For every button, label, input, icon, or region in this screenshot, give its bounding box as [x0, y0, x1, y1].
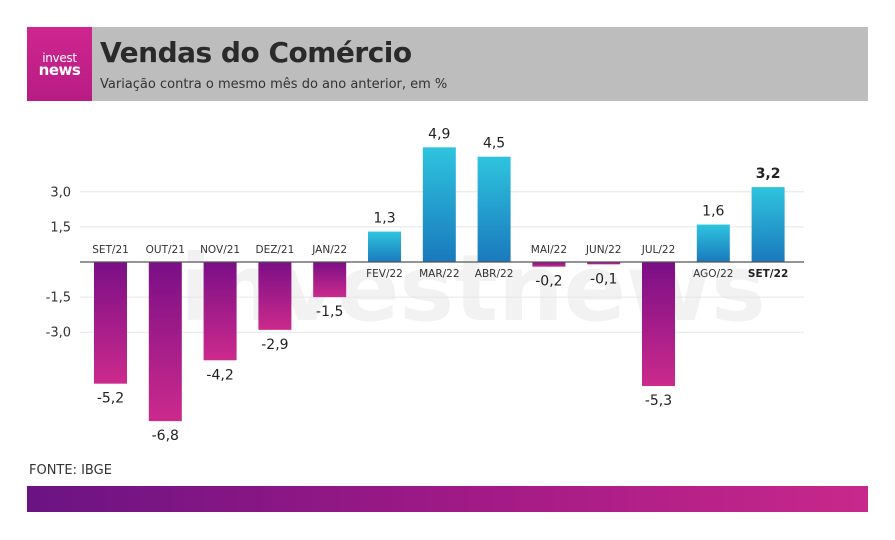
- category-label: SET/22: [748, 268, 788, 280]
- bar-jan-22: [313, 262, 347, 298]
- bar-mar-22: [422, 147, 456, 262]
- y-tick-label: -3,0: [46, 326, 71, 341]
- y-tick-label: -1,5: [46, 291, 71, 306]
- footer-bar: [27, 486, 868, 512]
- bar-abr-22: [477, 156, 511, 262]
- bar-set-22: [751, 187, 785, 262]
- category-label: JUN/22: [585, 244, 622, 256]
- data-label: -0,2: [535, 274, 562, 290]
- data-label: 1,3: [373, 211, 395, 227]
- data-label: -5,3: [645, 393, 672, 409]
- data-label: 1,6: [702, 204, 724, 220]
- data-label: -6,8: [152, 428, 179, 444]
- header: invest news Vendas do Comércio Variação …: [27, 27, 868, 101]
- category-label: MAR/22: [419, 268, 459, 280]
- bar-jul-22: [642, 262, 675, 387]
- category-label: OUT/21: [146, 244, 185, 256]
- y-tick-label: 3,0: [50, 185, 71, 200]
- bar-jun-22: [587, 262, 621, 265]
- data-label: -5,2: [97, 391, 124, 407]
- bar-set-21: [94, 262, 127, 384]
- data-label: -1,5: [316, 304, 343, 320]
- category-label: JAN/22: [311, 244, 347, 256]
- category-label: ABR/22: [475, 268, 514, 280]
- y-tick-label: 1,5: [50, 220, 71, 235]
- data-label: 4,9: [428, 126, 450, 142]
- logo-text-invest: invest: [42, 51, 77, 65]
- y-axis-ticks: 3,0 1,5 -1,5 -3,0: [46, 185, 71, 340]
- category-label: JUL/22: [641, 244, 676, 256]
- data-label: 4,5: [483, 136, 505, 152]
- bar-fev-22: [368, 231, 401, 262]
- data-label: -0,1: [590, 271, 617, 287]
- investnews-logo: invest news: [27, 27, 92, 101]
- data-label: -4,2: [206, 367, 233, 383]
- data-label: 3,2: [756, 166, 781, 182]
- category-label: MAI/22: [531, 244, 567, 256]
- bar-ago-22: [696, 224, 730, 262]
- category-label: NOV/21: [200, 244, 240, 256]
- category-label: DEZ/21: [255, 244, 294, 256]
- bar-dez-21: [258, 262, 292, 330]
- bar-out-21: [148, 262, 182, 422]
- bars: [94, 147, 785, 422]
- bar-nov-21: [203, 262, 237, 361]
- logo-text-news: news: [38, 61, 81, 79]
- data-label: -2,9: [261, 337, 288, 353]
- category-label: FEV/22: [366, 268, 403, 280]
- source-note: FONTE: IBGE: [29, 463, 112, 478]
- chart-title: Vendas do Comércio: [100, 36, 412, 69]
- chart-subtitle: Variação contra o mesmo mês do ano anter…: [100, 77, 448, 92]
- labels: SET/21 -5,2 OUT/21 -6,8 NOV/21 -4,2 DEZ/21 -2,9…: [92, 126, 788, 444]
- category-label: SET/21: [92, 244, 129, 256]
- bar-mai-22: [532, 262, 566, 267]
- category-label: AGO/22: [693, 268, 733, 280]
